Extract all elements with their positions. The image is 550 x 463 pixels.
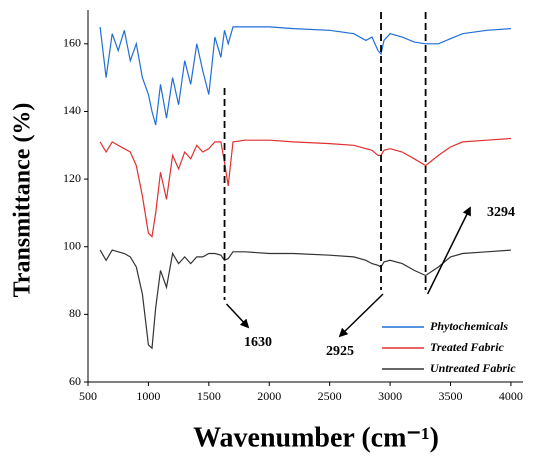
x-tick-label: 2000 [257, 389, 281, 403]
x-tick-label: 1500 [197, 389, 221, 403]
y-tick-label: 60 [69, 374, 81, 388]
annotation-label: 1630 [244, 335, 272, 350]
series-line [99, 137, 511, 238]
annotation-label: 2925 [326, 344, 354, 359]
x-tick-label: 2500 [318, 389, 342, 403]
x-tick-label: 500 [79, 389, 97, 403]
y-tick-label: 140 [63, 103, 81, 117]
x-axis-title: Wavenumber (cm⁻¹) [193, 422, 439, 453]
annotation-arrow [426, 206, 471, 295]
y-tick-label: 80 [69, 306, 81, 320]
y-tick-label: 100 [63, 238, 81, 252]
annotation-label: 3294 [487, 205, 515, 220]
annotation-arrow [225, 303, 250, 329]
series-line [99, 26, 511, 126]
legend-label: Untreated Fabric [430, 361, 516, 375]
x-tick-label: 1000 [136, 389, 160, 403]
x-tick-label: 3000 [378, 389, 402, 403]
series-line [99, 249, 511, 350]
y-axis-title: Transmittance (%) [10, 103, 36, 298]
legend-label: Treated Fabric [430, 340, 505, 354]
y-tick-label: 160 [63, 36, 81, 50]
x-tick-label: 3500 [439, 389, 463, 403]
annotation-arrow [338, 293, 384, 338]
y-tick-label: 120 [63, 171, 81, 185]
x-tick-label: 4000 [499, 389, 523, 403]
legend-label: Phytochemicals [430, 319, 508, 333]
